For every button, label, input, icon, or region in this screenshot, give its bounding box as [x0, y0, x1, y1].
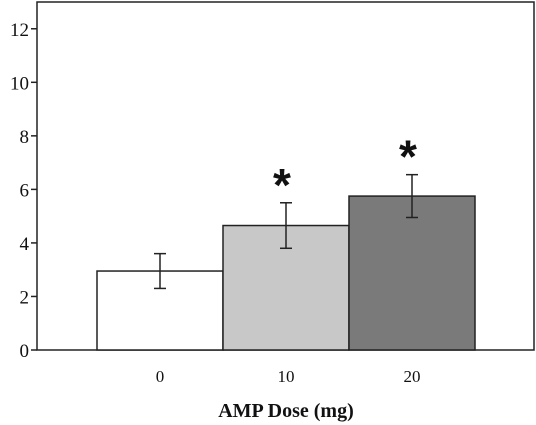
y-tick-label: 12: [10, 20, 29, 41]
y-tick-label: 4: [20, 234, 30, 255]
significance-marker: *: [399, 131, 417, 183]
y-tick-label: 0: [20, 341, 30, 362]
x-category-label: 20: [404, 367, 421, 386]
y-tick-label: 10: [10, 73, 29, 94]
significance-marker: *: [273, 159, 291, 211]
y-tick-label: 2: [20, 287, 30, 308]
x-axis-label: AMP Dose (mg): [218, 400, 354, 422]
bar: [348, 195, 476, 351]
y-tick-label: 6: [20, 180, 30, 201]
x-category-label: 0: [156, 367, 165, 386]
x-category-label: 10: [278, 367, 295, 386]
y-tick-label: 8: [20, 127, 30, 148]
